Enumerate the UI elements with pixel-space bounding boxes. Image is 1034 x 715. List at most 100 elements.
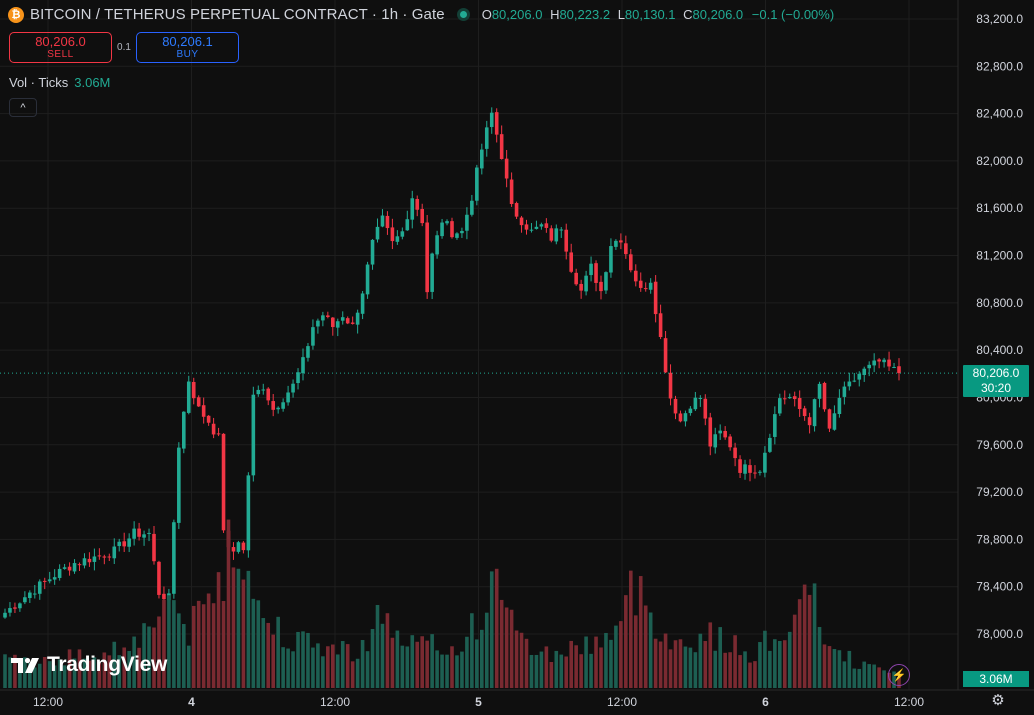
candle-body [584, 275, 588, 292]
candle-body [539, 224, 544, 227]
volume-bar [817, 627, 822, 688]
volume-bar [564, 656, 569, 688]
volume-bar [847, 650, 852, 688]
low-value: 80,130.1 [624, 7, 676, 22]
candle-body [52, 577, 57, 580]
volume-bar [475, 639, 479, 688]
candle-body [569, 252, 573, 272]
market-status-icon[interactable] [456, 8, 470, 21]
volume-bar [211, 603, 216, 688]
candle-body [345, 318, 350, 324]
buy-button[interactable]: 80,206.1 BUY [136, 32, 239, 63]
candle-body [475, 167, 479, 201]
y-tick-label: 79,200.0 [976, 485, 1023, 499]
volume-bar [787, 631, 792, 688]
volume-bar [604, 632, 608, 688]
volume-bar [723, 652, 727, 688]
buy-label: BUY [176, 48, 199, 60]
candle-body [186, 381, 191, 413]
lightning-glyph: ⚡ [891, 668, 907, 682]
volume-bar [440, 654, 444, 688]
tradingview-logo-text: TradingView [47, 653, 168, 676]
volume-bar [157, 616, 161, 688]
candle-body [405, 219, 410, 231]
candle-body [13, 607, 17, 609]
volume-bar [196, 600, 201, 688]
volume-legend[interactable]: Vol · Ticks 3.06M [9, 75, 110, 90]
volume-bar [326, 646, 330, 688]
volume-bar [296, 631, 300, 688]
tradingview-logo[interactable]: TradingView [11, 653, 167, 677]
volume-bar [162, 599, 166, 688]
volume-bar [77, 649, 82, 688]
volume-bar [450, 646, 454, 688]
x-tick-label: 12:00 [33, 695, 63, 709]
volume-bar [137, 647, 141, 688]
y-tick-label: 80,800.0 [976, 296, 1023, 310]
volume-bar [236, 568, 241, 688]
sell-button[interactable]: 80,206.0 SELL [9, 32, 112, 63]
candle-body [112, 546, 117, 559]
volume-bar [703, 641, 708, 688]
candle-body [564, 229, 569, 252]
volume-bar [52, 665, 57, 688]
candle-body [390, 227, 395, 242]
candle-body [177, 447, 181, 523]
current-volume-label: 3.06M [963, 671, 1029, 687]
volume-bar [758, 642, 762, 688]
candle-body [643, 288, 648, 290]
volume-bar [3, 654, 7, 688]
candle-body [281, 402, 285, 409]
y-tick-label: 82,800.0 [976, 59, 1023, 73]
x-tick-label: 6 [762, 695, 769, 709]
volume-bar [862, 661, 867, 688]
volume-bar [733, 635, 737, 688]
volume-bar [633, 615, 638, 688]
candle-body [708, 417, 713, 447]
volume-bar [867, 664, 871, 688]
candle-body [822, 382, 827, 410]
candle-body [430, 253, 434, 292]
candle-body [286, 392, 290, 403]
candle-body [42, 580, 47, 582]
volume-bar [539, 651, 544, 688]
volume-bar [465, 636, 469, 688]
volume-bar [241, 579, 246, 688]
volume-bar [23, 657, 27, 688]
volume-bar [509, 609, 514, 688]
candle-body [87, 558, 92, 563]
symbol-title[interactable]: BITCOIN / TETHERUS PERPETUAL CONTRACT · … [30, 6, 445, 23]
volume-bar [380, 623, 385, 688]
lightning-icon[interactable]: ⚡ [888, 664, 910, 686]
candle-body [102, 556, 107, 558]
tradingview-logo-icon [11, 657, 39, 673]
settings-gear-icon[interactable]: ⚙ [991, 692, 1005, 709]
candle-body [335, 321, 340, 328]
collapse-legend-button[interactable]: ^ [9, 98, 37, 117]
volume-bar [360, 640, 365, 688]
candle-body [92, 556, 97, 562]
candle-body [8, 608, 12, 613]
volume-bar [549, 661, 554, 688]
volume-bar [8, 657, 12, 688]
volume-bar [882, 670, 886, 688]
volume-bar [599, 647, 603, 688]
candle-body [633, 270, 638, 282]
candle-body [137, 528, 141, 537]
volume-bar [738, 655, 742, 688]
volume-bar [266, 622, 271, 688]
volume-bar [13, 654, 17, 688]
candle-body [778, 398, 782, 414]
candle-body [683, 413, 688, 422]
volume-bar [648, 612, 653, 688]
volume-bar [425, 640, 429, 688]
volume-bar [524, 638, 529, 688]
volume-bar [321, 656, 325, 688]
candle-body [842, 386, 847, 397]
volume-bar [494, 568, 499, 688]
volume-bar [832, 649, 837, 688]
volume-bar [544, 646, 549, 688]
open-value: 80,206.0 [491, 7, 543, 22]
candle-body [18, 603, 22, 609]
